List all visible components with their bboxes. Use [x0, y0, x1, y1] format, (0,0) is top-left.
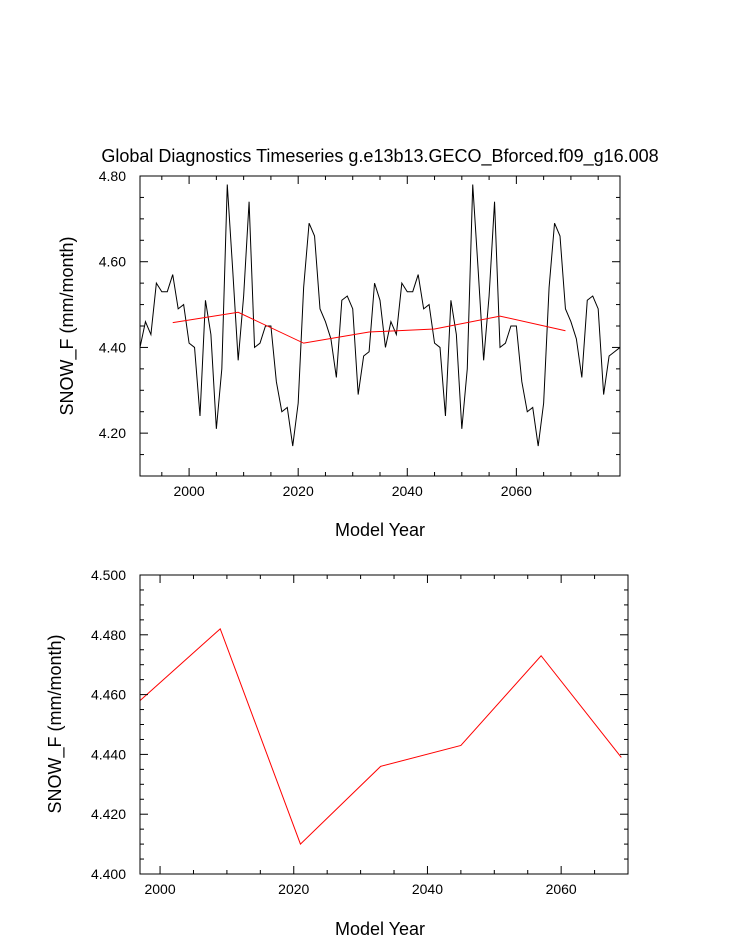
y-tick-label: 4.500	[91, 567, 126, 583]
x-tick-label: 2060	[501, 483, 532, 499]
x-tick-label: 2040	[412, 881, 443, 897]
plot-frame	[139, 574, 629, 875]
mean-series-line	[139, 627, 622, 845]
x-axis-label: Model Year	[335, 520, 425, 540]
top-panel: Global Diagnostics Timeseries g.e13b13.G…	[57, 146, 659, 540]
x-tick-label: 2020	[283, 483, 314, 499]
y-tick-label: 4.480	[91, 627, 126, 643]
y-tick-label: 4.80	[99, 168, 126, 184]
x-tick-label: 2040	[392, 483, 423, 499]
y-tick-label: 4.420	[91, 806, 126, 822]
y-tick-label: 4.20	[99, 425, 126, 441]
y-tick-label: 4.440	[91, 746, 126, 762]
annual-series-line	[139, 184, 621, 447]
y-tick-label: 4.400	[91, 866, 126, 882]
chart-title: Global Diagnostics Timeseries g.e13b13.G…	[101, 146, 658, 167]
x-tick-label: 2020	[278, 881, 309, 897]
y-tick-label: 4.60	[99, 254, 126, 270]
plot-frame	[139, 175, 621, 477]
x-tick-label: 2000	[144, 881, 175, 897]
y-axis-label: SNOW_F (mm/month)	[45, 634, 66, 813]
x-tick-label: 2000	[174, 483, 205, 499]
bottom-panel: 2000 2020 2040 2060 4.400 4.420 4.440 4.460 4.48…	[45, 567, 629, 939]
y-tick-label: 4.460	[91, 687, 126, 703]
y-tick-label: 4.40	[99, 339, 126, 355]
x-axis-label: Model Year	[335, 919, 425, 939]
x-tick-label: 2060	[546, 881, 577, 897]
mean-series-line	[172, 311, 566, 344]
y-axis-label: SNOW_F (mm/month)	[57, 236, 78, 415]
